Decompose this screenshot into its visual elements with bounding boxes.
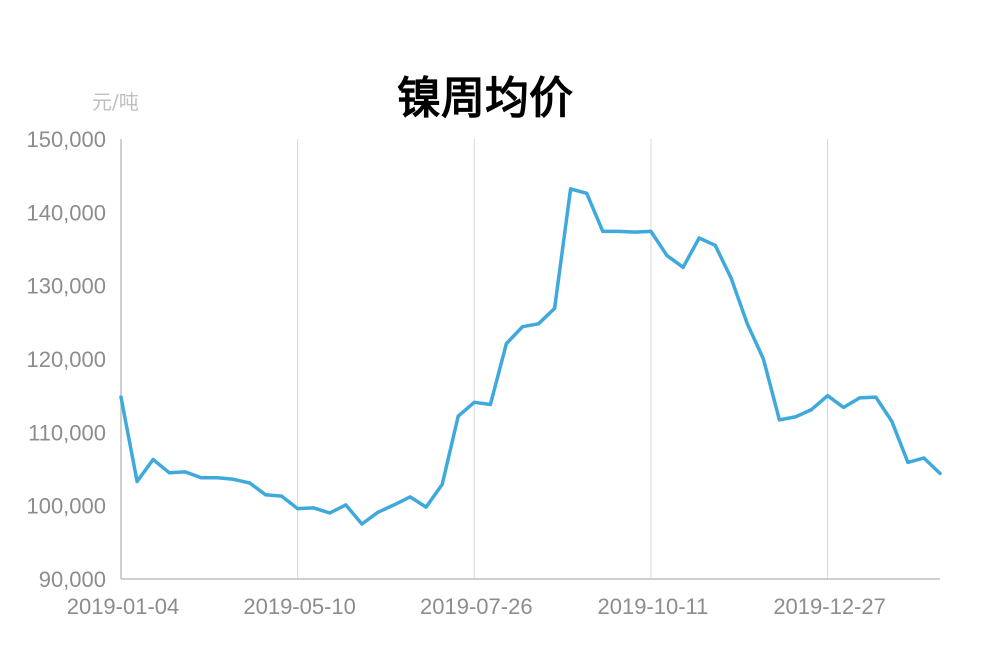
data-point [842,405,846,409]
data-point [392,503,396,507]
x-tick-label: 2019-10-11 [597,594,708,619]
chart-title: 镍周均价 [397,73,573,124]
data-point [199,476,203,480]
data-point [472,400,476,404]
data-point [328,511,332,515]
data-point [183,470,187,474]
data-point [536,322,541,326]
data-point [376,510,380,514]
series-layer [119,187,942,526]
data-point [151,457,155,462]
data-point [135,479,139,484]
data-point [440,482,444,486]
data-point [777,418,782,422]
data-point [922,456,926,460]
data-point [456,414,460,418]
data-point [697,236,701,240]
data-point [263,493,268,497]
y-tick-label: 120,000 [26,347,106,372]
data-point [119,395,123,399]
data-point [761,357,766,361]
data-point [649,229,653,233]
data-point [601,229,605,233]
data-point [215,476,219,480]
data-point [296,507,300,511]
data-point [360,522,364,526]
data-point [569,187,573,191]
data-point [745,322,749,326]
data-point [280,494,284,498]
data-point [938,471,942,475]
data-point [504,342,508,346]
data-point [344,503,348,507]
tick-label-layer: 90,000 100,000 110,000 120,000 130,000 140,00… [26,127,885,619]
y-tick-label: 150,000 [26,127,106,152]
data-point [231,477,235,481]
y-tick-label: 130,000 [26,274,106,299]
data-point [520,325,525,329]
x-tick-label: 2019-05-10 [243,594,356,619]
y-tick-label: 110,000 [28,420,106,445]
data-point [665,254,669,258]
data-point [312,506,316,510]
data-point [408,495,412,499]
x-tick-label: 2019-01-04 [67,594,180,619]
y-axis-unit-label: 元/吨 [92,90,139,114]
data-point [585,191,589,195]
grid-layer [297,139,829,579]
data-point [874,395,878,399]
x-tick-label: 2019-12-27 [773,594,886,619]
y-tick-label: 100,000 [26,494,106,519]
data-point [247,481,252,485]
data-point [553,306,557,310]
data-point [617,229,621,233]
data-point [793,415,798,419]
y-tick-label: 140,000 [26,200,106,225]
data-point [488,402,492,407]
data-point [890,419,894,423]
axis-layer [120,139,940,580]
data-point [424,505,428,509]
data-point [167,471,171,475]
series-line [119,187,942,526]
data-point [713,243,717,247]
data-point [906,460,910,464]
y-tick-label: 90,000 [39,567,106,592]
data-point [681,265,685,269]
x-tick-label: 2019-07-26 [420,594,533,619]
data-point [633,230,637,234]
data-point [729,276,733,280]
data-point [809,408,814,412]
data-point [826,394,830,398]
data-point [858,396,862,400]
